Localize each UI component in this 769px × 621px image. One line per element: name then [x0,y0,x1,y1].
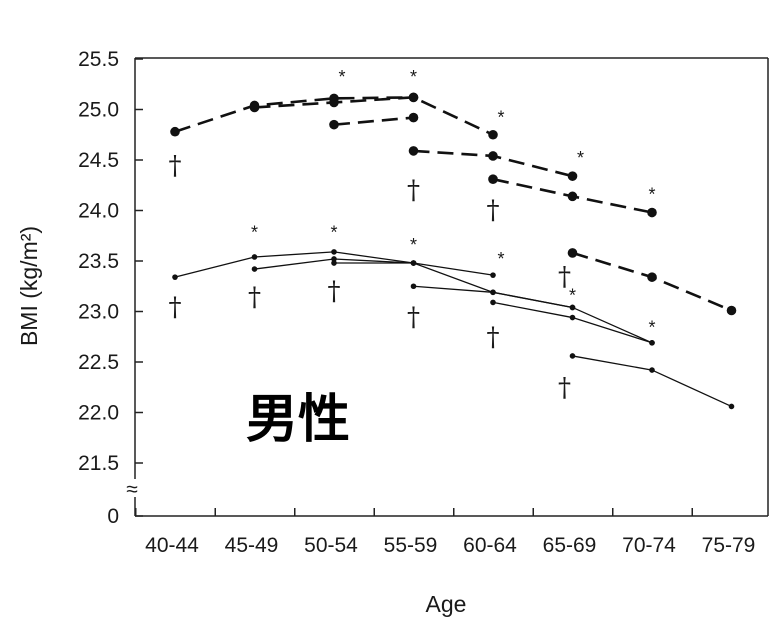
dashed-series-point [170,126,180,137]
x-tick-label: 75-79 [702,534,756,557]
chart-series [170,92,737,410]
solid-series-point [649,367,655,373]
y-tick-label: 23.0 [78,301,119,324]
solid-series-point [331,249,337,255]
dagger-mark: † [558,262,571,292]
x-tick-label: 60-64 [463,534,517,557]
solid-series-point [569,314,576,321]
x-tick-label: 40-44 [145,534,199,557]
dashed-series-point [408,146,419,156]
y-axis-label: BMI (kg/m²) [16,226,42,346]
solid-series-point [331,256,337,262]
dashed-series-point [567,191,578,202]
solid-series-point [490,272,496,278]
significance-star: * [338,67,345,87]
solid-series-point [490,289,496,296]
solid-series-point [490,299,496,306]
solid-series-point [331,260,337,266]
solid-series-point [569,353,576,359]
x-tick-label: 55-59 [384,534,438,557]
solid-series-point [251,266,258,272]
dagger-mark: † [169,292,182,322]
y-tick-label: 25.0 [78,99,119,122]
y-tick-label: 22.0 [78,402,119,425]
chart-annotations: * ***** *****††††† † †††† [169,67,656,403]
x-tick-label: 70-74 [622,534,676,557]
dagger-mark: † [487,323,500,353]
significance-star: * [497,249,504,269]
dashed-series-line [333,116,414,126]
solid-series-point [649,340,655,346]
dagger-mark: † [558,373,571,403]
x-axis-label: Age [426,591,467,617]
significance-star: * [569,285,576,305]
y-tick-label: 22.5 [78,351,119,374]
dashed-series-point [567,248,578,258]
dashed-series-point [408,112,419,123]
solid-series-point [569,304,576,311]
significance-star: * [648,184,655,204]
dashed-series-point [329,119,339,130]
solid-series-line [254,258,494,276]
significance-star: * [251,223,258,243]
dashed-series-line [254,96,494,136]
y-tick-label: 25.5 [78,48,119,71]
solid-series-point [172,274,178,280]
solid-series-point [728,403,735,410]
y-tick-label: 23.5 [78,250,119,273]
significance-star: * [410,235,417,255]
y-tick-label-zero: 0 [107,505,119,528]
dagger-mark: † [407,303,420,333]
solid-series-line [174,251,414,278]
dagger-mark: † [407,175,420,205]
y-tick-label: 21.5 [78,452,119,475]
dashed-series-point [408,92,419,103]
significance-star: * [577,148,584,168]
significance-star: * [330,223,337,243]
solid-series-line [572,355,732,408]
x-tick-label: 65-69 [543,534,597,557]
dashed-series-point [567,171,578,181]
significance-star: * [410,67,417,87]
solid-series-point [410,260,417,266]
y-tick-label: 24.5 [78,149,119,172]
dashed-series-point [726,305,737,316]
dagger-mark: † [169,151,182,181]
significance-star: * [497,108,504,128]
dagger-mark: † [328,276,341,306]
x-tick-label: 45-49 [225,534,279,557]
dashed-series-point [488,129,498,140]
significance-star: * [648,318,655,338]
overlay-label: 男性 [246,390,350,450]
y-tick-label: 24.0 [78,200,119,223]
dagger-mark: † [487,195,500,225]
dashed-series-point [647,207,657,218]
chart-axes: ≈25.5 25.0 24.5 24.0 23.5 23.0 22.5 22.0 21.5 0 40… [78,48,769,557]
solid-series-point [251,254,258,260]
dashed-series-point [647,272,657,282]
axis-break-symbol: ≈ [126,478,138,501]
dashed-series-line [174,96,414,133]
dashed-series-point [488,151,498,161]
solid-series-point [410,283,417,290]
dashed-series-point [249,102,260,113]
dashed-series-point [488,174,498,184]
x-tick-label: 50-54 [304,534,358,557]
dagger-mark: † [248,282,261,312]
solid-series-line [413,285,653,344]
dashed-series-point [329,97,339,108]
